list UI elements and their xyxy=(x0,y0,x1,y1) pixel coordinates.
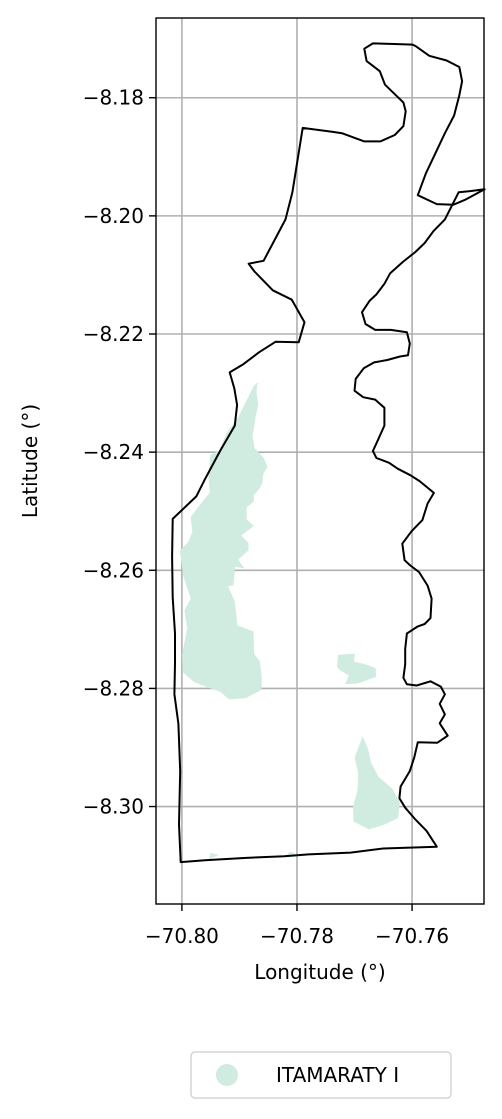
y-tick-label: −8.24 xyxy=(83,440,144,464)
x-tick-label: −70.80 xyxy=(145,924,219,948)
itamaraty-i-area xyxy=(179,382,268,700)
y-tick-label: −8.18 xyxy=(83,86,144,110)
boundary-layer xyxy=(171,42,486,864)
itamaraty-i-area xyxy=(336,653,377,685)
y-tick-label: −8.26 xyxy=(83,558,144,582)
itamaraty-i-area xyxy=(208,852,219,860)
y-tick-label: −8.30 xyxy=(83,795,144,819)
legend: ITAMARATY I xyxy=(190,1051,452,1099)
itamaraty-i-area xyxy=(352,736,400,830)
y-tick-label: −8.28 xyxy=(83,676,144,700)
plot-area: −70.80 −70.78 −70.76 −8.18−8.20−8.22−8.24−… xyxy=(83,17,486,948)
legend-box xyxy=(190,1051,452,1099)
x-tick-label: −70.78 xyxy=(260,924,334,948)
y-tick-label: −8.20 xyxy=(83,204,144,228)
y-tick-label: −8.22 xyxy=(83,322,144,346)
legend-marker-icon xyxy=(216,1064,238,1086)
x-axis-label: Longitude (°) xyxy=(254,960,385,984)
plot-background xyxy=(156,18,484,904)
x-tick-label: −70.76 xyxy=(375,924,449,948)
boundary-outline xyxy=(171,42,486,864)
y-axis-ticks: −8.18 −8.20 −8.22 −8.24 −8.26 −8.28 −8.30 xyxy=(83,86,156,819)
y-axis-label: Latitude (°) xyxy=(18,404,42,518)
plot-frame xyxy=(155,17,485,905)
x-axis-ticks: −70.80 −70.78 −70.76 xyxy=(145,904,449,948)
legend-label-itamaraty-i: ITAMARATY I xyxy=(276,1063,399,1087)
itamaraty-i-areas xyxy=(179,382,400,860)
